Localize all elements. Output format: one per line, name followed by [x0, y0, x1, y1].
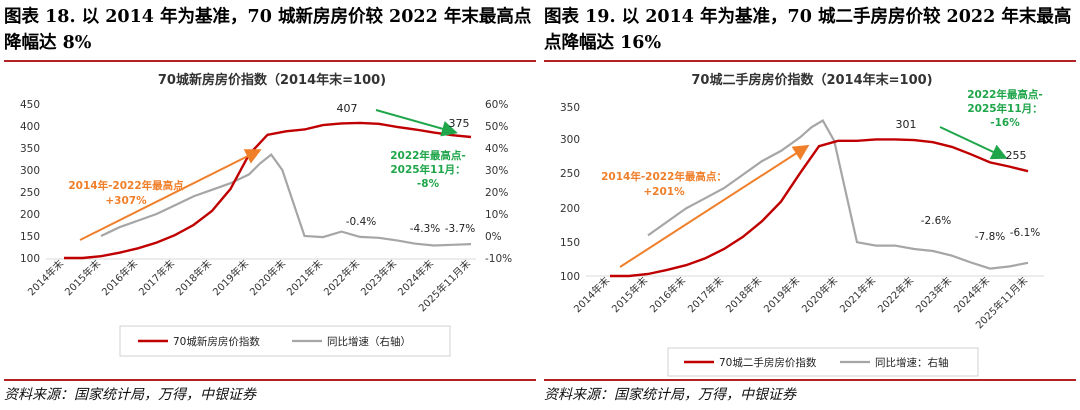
y2-tick: -10%	[485, 253, 512, 265]
chart-title: 70城二手房房价指数（2014年末=100)	[691, 72, 932, 88]
y-tick: 400	[20, 121, 40, 133]
x-tick: 2024年末	[951, 274, 992, 315]
y-tick: 450	[20, 99, 40, 111]
x-tick: 2021年末	[837, 274, 878, 315]
x-tick: 2022年末	[875, 274, 916, 315]
green-note-line3: -8%	[417, 178, 440, 190]
chart-title: 70城新房房价指数（2014年末=100)	[158, 72, 386, 88]
top-rule	[4, 60, 536, 62]
y-tick: 200	[20, 209, 40, 221]
x-tick: 2018年末	[173, 257, 214, 298]
x-tick: 2015年末	[62, 257, 103, 298]
yoy-label-2023: -2.6%	[921, 215, 951, 227]
y-left-ticks: 100 150 200 250 300 350 400 450	[20, 99, 40, 265]
y-tick: 350	[20, 143, 40, 155]
orange-growth-arrow	[619, 144, 810, 268]
yoy-growth-line	[647, 118, 1029, 270]
source-note: 资料来源：国家统计局，万得，中银证券	[4, 387, 256, 403]
orange-note-line1: 2014年-2022年最高点	[68, 179, 184, 192]
legend-box	[119, 325, 451, 357]
y-tick: 100	[560, 271, 580, 283]
x-tick: 2021年末	[284, 257, 325, 298]
y-tick: 150	[20, 231, 40, 243]
y-tick: 250	[560, 168, 580, 180]
x-tick: 2024年末	[395, 257, 436, 298]
legend: 70城新房房价指数 同比增速（右轴）	[119, 325, 451, 357]
legend: 70城二手房房价指数 同比增速：右轴	[667, 347, 979, 377]
top-rule	[544, 60, 1076, 62]
end-value-label: 255	[1006, 149, 1027, 162]
x-tick-labels: 2014年末 2015年末 2016年末 2017年末 2018年末 2019年…	[571, 274, 1030, 331]
y-tick: 200	[560, 203, 580, 215]
yoy-label-2025: -6.1%	[1010, 227, 1040, 239]
y-tick: 100	[20, 253, 40, 265]
y-tick: 150	[560, 237, 580, 249]
y-left-ticks: 100 150 200 250 300 350	[560, 102, 580, 283]
x-tick: 2016年末	[99, 257, 140, 298]
x-tick: 2023年末	[913, 274, 954, 315]
x-tick: 2017年末	[685, 274, 726, 315]
x-tick: 2015年末	[609, 274, 650, 315]
yoy-label-2024: -4.3%	[410, 223, 440, 235]
yoy-label-2023: -0.4%	[346, 216, 376, 228]
y2-tick: 50%	[485, 121, 508, 133]
x-tick: 2016年末	[647, 274, 688, 315]
orange-growth-arrow	[79, 149, 262, 241]
bottom-rule	[544, 379, 1076, 381]
y2-tick: 20%	[485, 187, 508, 199]
y2-tick: 60%	[485, 99, 508, 111]
legend-label-yoy: 同比增速（右轴）	[327, 335, 411, 348]
x-tick: 2017年末	[136, 257, 177, 298]
y2-tick: 30%	[485, 165, 508, 177]
x-tick: 2020年末	[799, 274, 840, 315]
y-tick: 350	[560, 102, 580, 114]
x-tick-labels: 2014年末 2015年末 2016年末 2017年末 2018年末 2019年…	[25, 257, 473, 314]
yoy-label-2024: -7.8%	[975, 231, 1005, 243]
x-tick: 2023年末	[358, 257, 399, 298]
y-tick: 300	[560, 134, 580, 146]
x-tick: 2019年末	[210, 257, 251, 298]
y-tick: 250	[20, 187, 40, 199]
green-decline-arrow	[375, 109, 458, 137]
price-index-line	[610, 138, 1029, 278]
peak-value-label: 407	[337, 102, 358, 115]
orange-note-line2: +201%	[643, 186, 685, 198]
end-value-label: 375	[449, 117, 470, 130]
peak-value-label: 301	[896, 118, 917, 131]
bottom-rule	[4, 379, 536, 381]
orange-note-line2: +307%	[105, 195, 147, 207]
x-tick: 2018年末	[723, 274, 764, 315]
green-note-line2: 2025年11月：	[967, 102, 1042, 115]
y2-tick: 40%	[485, 143, 508, 155]
chart-19: 70城二手房房价指数（2014年末=100) 100 150 200 250 3…	[544, 62, 1076, 378]
yoy-label-2025: -3.7%	[445, 223, 475, 235]
y2-tick: 10%	[485, 209, 508, 221]
y2-tick: 0%	[485, 231, 502, 243]
figure-19-panel: 图表 19. 以 2014 年为基准，70 城二手房房价较 2022 年末最高点…	[544, 0, 1076, 410]
x-tick: 2020年末	[247, 257, 288, 298]
orange-note-line1: 2014年-2022年最高点：	[601, 170, 727, 183]
y-right-ticks: -10% 0% 10% 20% 30% 40% 50% 60%	[485, 99, 512, 265]
green-note-line1: 2022年最高点-	[390, 149, 466, 162]
chart-18-svg: 70城新房房价指数（2014年末=100) 100 150 200 250 30…	[20, 72, 512, 357]
price-index-line	[64, 121, 472, 260]
figure-19-title: 图表 19. 以 2014 年为基准，70 城二手房房价较 2022 年末最高点…	[544, 7, 1072, 53]
figure-18-panel: 图表 18. 以 2014 年为基准，70 城新房房价较 2022 年末最高点降…	[4, 0, 536, 410]
x-tick: 2022年末	[321, 257, 362, 298]
x-tick: 2019年末	[761, 274, 802, 315]
yoy-growth-line	[100, 153, 472, 247]
legend-label-yoy: 同比增速：右轴	[875, 356, 949, 369]
legend-label-index: 70城二手房房价指数	[719, 356, 817, 369]
chart-18: 70城新房房价指数（2014年末=100) 100 150 200 250 30…	[4, 62, 536, 378]
green-decline-arrow	[939, 126, 1008, 160]
green-note-line2: 2025年11月：	[390, 163, 465, 176]
source-note: 资料来源：国家统计局，万得，中银证券	[544, 387, 796, 403]
figure-18-title: 图表 18. 以 2014 年为基准，70 城新房房价较 2022 年末最高点降…	[4, 7, 532, 53]
green-note-line3: -16%	[990, 117, 1020, 129]
legend-label-index: 70城新房房价指数	[173, 335, 260, 348]
legend-box	[667, 347, 979, 377]
y-tick: 300	[20, 165, 40, 177]
chart-19-svg: 70城二手房房价指数（2014年末=100) 100 150 200 250 3…	[560, 72, 1044, 377]
green-note-line1: 2022年最高点-	[967, 88, 1043, 101]
